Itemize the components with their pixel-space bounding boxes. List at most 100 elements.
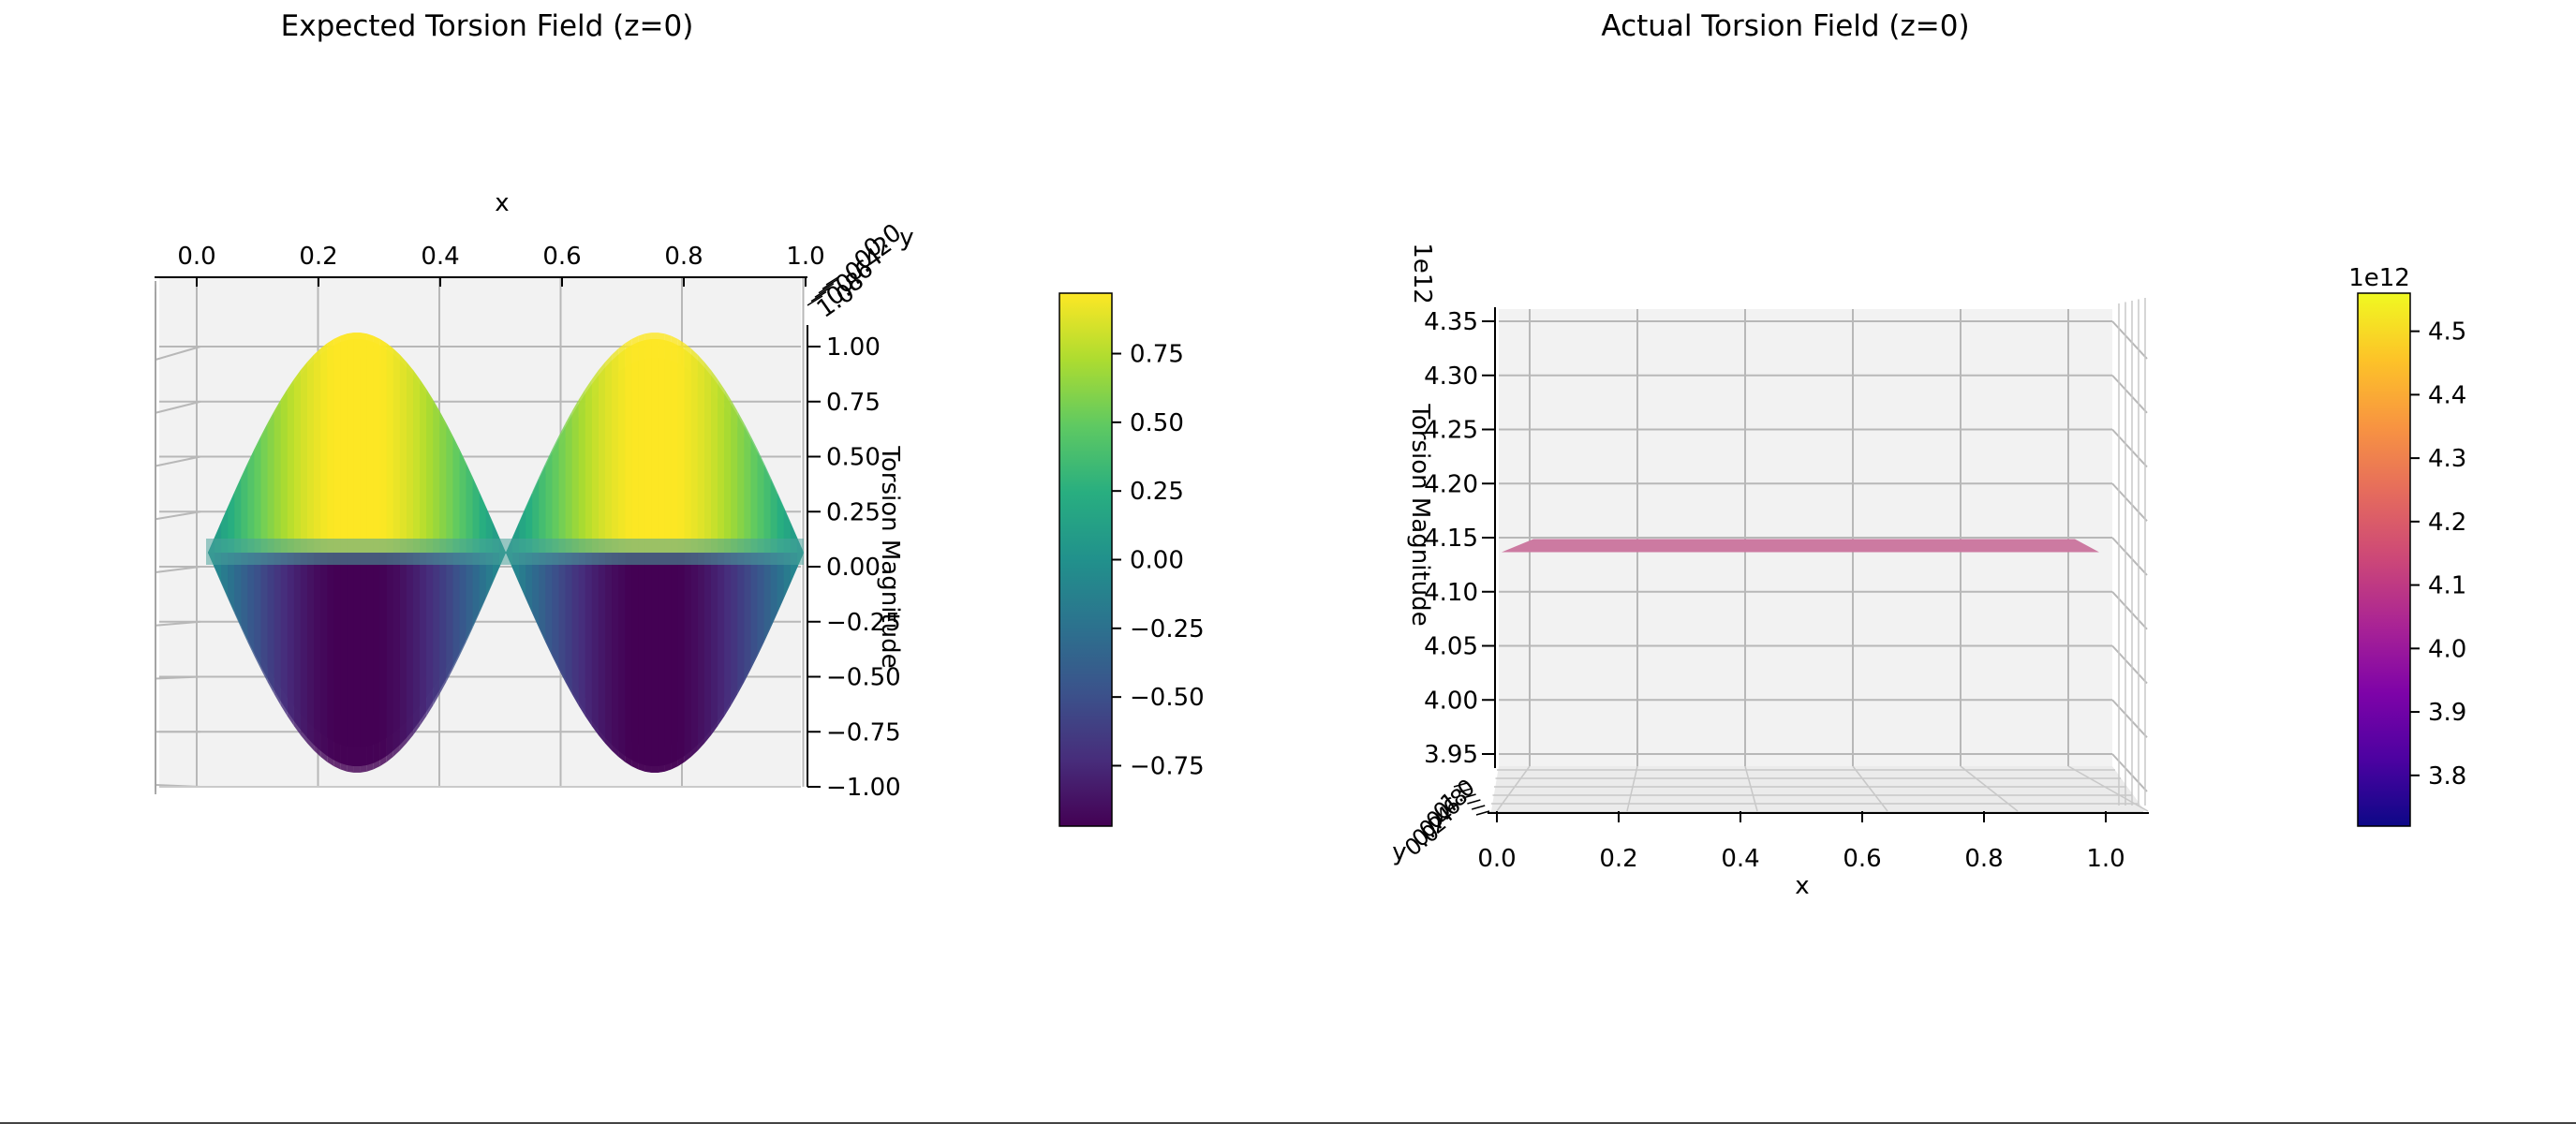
surface-patch [260, 553, 268, 683]
surface-patch [314, 553, 321, 757]
chart-title: Actual Torsion Field (z=0) [1601, 9, 1969, 43]
y-tick-mark [1475, 810, 1490, 816]
surface-patch [353, 333, 361, 553]
surface-patch [340, 333, 348, 553]
surface-patch [532, 477, 540, 553]
z-ticks: 4.35 4.30 4.25 4.20 4.15 4.10 4.05 4.00 3.95 [1424, 308, 1495, 769]
y-ticks: 0.00.20.40.60.81.0 [807, 218, 907, 324]
surface-patch [618, 343, 626, 553]
grid-line [2067, 765, 2149, 812]
surface-patch [260, 422, 268, 553]
surface-patch [585, 553, 592, 727]
surface-patch [612, 553, 619, 757]
surface-patch [407, 362, 414, 553]
colorbar [2357, 292, 2411, 827]
side-pane-lines [155, 281, 801, 794]
z-tick-label: 4.15 [1424, 525, 1478, 553]
surface-patch [386, 553, 393, 762]
surface-patch [320, 553, 328, 762]
surface-patch [731, 399, 738, 553]
surface-patch [426, 553, 434, 717]
surface-patch [452, 436, 460, 553]
surface-patch [690, 348, 698, 553]
surface-patch [373, 553, 380, 770]
surface-patch [446, 553, 453, 683]
y-ticks: 0.00.20.40.60.81.0 [1399, 774, 1490, 862]
x-tick-label: 0.4 [1721, 845, 1759, 873]
surface-patch [638, 553, 645, 772]
y-tick-mark [818, 283, 835, 294]
surface-patch [353, 553, 361, 773]
surface-patch [399, 354, 407, 553]
y-tick-mark [1458, 788, 1473, 793]
surface-patch [777, 553, 784, 614]
z-tick-label: −0.50 [826, 664, 901, 692]
y-tick-mark [807, 295, 823, 306]
surface-patch [724, 553, 732, 717]
surface-patch [558, 422, 566, 553]
grid-line [2111, 482, 2148, 522]
pane-grid [1499, 309, 2112, 766]
torsion-surface [206, 333, 804, 773]
colorbar-tick-label: 4.2 [2428, 509, 2466, 537]
surface-patch [472, 553, 480, 629]
surface-patch [638, 333, 645, 553]
y-axis-label: y [899, 224, 913, 252]
surface-patch [571, 399, 579, 553]
surface-patch [545, 449, 553, 553]
x-tick-label: 0.0 [177, 243, 215, 271]
surface-patch [737, 410, 745, 553]
surface-patch [333, 335, 341, 553]
surface-patch [750, 553, 758, 670]
surface-patch [718, 553, 725, 727]
x-tick-label: 0.0 [1477, 845, 1516, 873]
x-tick-label: 0.2 [299, 243, 337, 271]
surface-patch [254, 436, 261, 553]
surface-patch [731, 553, 738, 706]
surface-patch [744, 553, 751, 683]
surface-patch [578, 389, 585, 553]
y-tick-mark [1453, 782, 1468, 788]
grid-line [155, 400, 201, 414]
surface-patch [737, 553, 745, 695]
z-tick-label: 3.95 [1424, 741, 1478, 769]
z-ticks: 1.00 0.75 0.50 0.25 0.00 −0.25 −0.50 −0.75 −1.00 [807, 333, 901, 802]
surface-patch [757, 449, 764, 553]
surface-patch [293, 553, 301, 735]
y-tick-mark [1467, 799, 1481, 805]
colorbar-tick-label: 0.00 [1130, 547, 1184, 575]
surface-patch [392, 553, 400, 757]
surface-patch [228, 553, 235, 614]
surface-patch [697, 553, 704, 751]
colorbar-offset-label: 1e12 [2348, 264, 2410, 292]
surface-patch [605, 553, 613, 751]
surface-patch [763, 463, 771, 553]
y-tick-mark [825, 274, 842, 286]
surface-patch [247, 553, 255, 657]
surface-patch [539, 463, 546, 553]
grid-line [1626, 765, 1638, 812]
surface-patch [287, 378, 294, 553]
expected-torsion-panel: Expected Torsion Field (z=0) 0.0 0.2 0.4 0.… [155, 9, 1205, 827]
z-tick-label: −0.25 [826, 609, 901, 637]
grid-line [2111, 591, 2148, 630]
surface-patch [571, 553, 579, 706]
grid-line [2111, 699, 2148, 738]
surface-patch [565, 553, 572, 695]
surface-patch [658, 553, 665, 773]
surface-patch [479, 553, 486, 614]
surface-patch [631, 553, 639, 770]
surface-patch [704, 553, 712, 744]
floor-pane [1491, 766, 2145, 811]
surface-patch [420, 553, 427, 727]
surface-patch [539, 553, 546, 643]
surface-patch [320, 343, 328, 553]
z-tick-label: 4.00 [1424, 687, 1478, 715]
grid-line [2111, 375, 2148, 414]
surface-patch [267, 410, 274, 553]
y-tick-mark [814, 287, 831, 298]
x-tick-label: 0.6 [1843, 845, 1881, 873]
z-tick-label: 1.00 [826, 333, 881, 362]
y-tick-mark [1462, 793, 1476, 799]
x-axis-label: x [495, 189, 509, 217]
